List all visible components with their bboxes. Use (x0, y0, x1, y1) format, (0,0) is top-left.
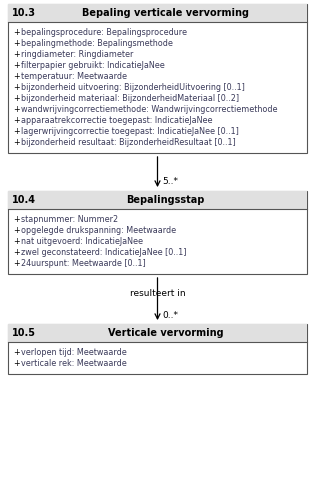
Text: bepalingsprocedure: Bepalingsprocedure: bepalingsprocedure: Bepalingsprocedure (21, 28, 187, 37)
Text: lagerwrijvingcorrectie toegepast: IndicatieJaNee [0..1]: lagerwrijvingcorrectie toegepast: Indica… (21, 127, 239, 136)
Text: opgelegde drukspanning: Meetwaarde: opgelegde drukspanning: Meetwaarde (21, 226, 176, 235)
Text: +: + (13, 50, 20, 59)
Text: wandwrijvingcorrectiemethode: Wandwrijvingcorrectiemethode: wandwrijvingcorrectiemethode: Wandwrijvi… (21, 105, 278, 114)
Text: 0..*: 0..* (163, 311, 179, 319)
Text: bepalingmethode: Bepalingsmethode: bepalingmethode: Bepalingsmethode (21, 39, 173, 48)
Text: +: + (13, 105, 20, 114)
Bar (8, 4, 307, 22)
Text: 24uurspunt: Meetwaarde [0..1]: 24uurspunt: Meetwaarde [0..1] (21, 259, 146, 268)
Text: bijzonderheid uitvoering: BijzonderheidUitvoering [0..1]: bijzonderheid uitvoering: BijzonderheidU… (21, 83, 245, 92)
Bar (8, 191, 307, 209)
Text: nat uitgevoerd: IndicatieJaNee: nat uitgevoerd: IndicatieJaNee (21, 237, 143, 246)
Text: zwel geconstateerd: IndicatieJaNee [0..1]: zwel geconstateerd: IndicatieJaNee [0..1… (21, 248, 186, 257)
Text: 10.5: 10.5 (12, 328, 36, 338)
Text: +: + (13, 28, 20, 37)
Text: 10.4: 10.4 (12, 195, 36, 205)
Text: temperatuur: Meetwaarde: temperatuur: Meetwaarde (21, 72, 127, 81)
Bar (8, 324, 307, 374)
Text: +: + (13, 226, 20, 235)
Text: 10.3: 10.3 (12, 8, 36, 18)
Text: +: + (13, 259, 20, 268)
Bar (8, 4, 307, 153)
Text: +: + (13, 61, 20, 70)
Text: Bepaling verticale vervorming: Bepaling verticale vervorming (82, 8, 249, 18)
Text: +: + (13, 116, 20, 125)
Text: Verticale vervorming: Verticale vervorming (108, 328, 223, 338)
Text: stapnummer: Nummer2: stapnummer: Nummer2 (21, 215, 118, 224)
Text: verlopen tijd: Meetwaarde: verlopen tijd: Meetwaarde (21, 348, 127, 357)
Text: +: + (13, 359, 20, 368)
Text: +: + (13, 39, 20, 48)
Text: +: + (13, 215, 20, 224)
Text: +: + (13, 248, 20, 257)
Text: +: + (13, 138, 20, 147)
Text: +: + (13, 94, 20, 103)
Text: filterpapier gebruikt: IndicatieJaNee: filterpapier gebruikt: IndicatieJaNee (21, 61, 165, 70)
Bar (8, 191, 307, 274)
Text: resulteert in: resulteert in (130, 289, 185, 298)
Text: +: + (13, 72, 20, 81)
Text: verticale rek: Meetwaarde: verticale rek: Meetwaarde (21, 359, 127, 368)
Text: +: + (13, 83, 20, 92)
Text: Bepalingsstap: Bepalingsstap (126, 195, 205, 205)
Text: bijzonderheid materiaal: BijzonderheidMateriaal [0..2]: bijzonderheid materiaal: BijzonderheidMa… (21, 94, 239, 103)
Text: bijzonderheid resultaat: BijzonderheidResultaat [0..1]: bijzonderheid resultaat: BijzonderheidRe… (21, 138, 236, 147)
Text: +: + (13, 348, 20, 357)
Bar (8, 324, 307, 342)
Text: +: + (13, 237, 20, 246)
Text: 5..*: 5..* (163, 177, 179, 186)
Text: ringdiameter: Ringdiameter: ringdiameter: Ringdiameter (21, 50, 133, 59)
Text: +: + (13, 127, 20, 136)
Text: apparaatrekcorrectie toegepast: IndicatieJaNee: apparaatrekcorrectie toegepast: Indicati… (21, 116, 213, 125)
